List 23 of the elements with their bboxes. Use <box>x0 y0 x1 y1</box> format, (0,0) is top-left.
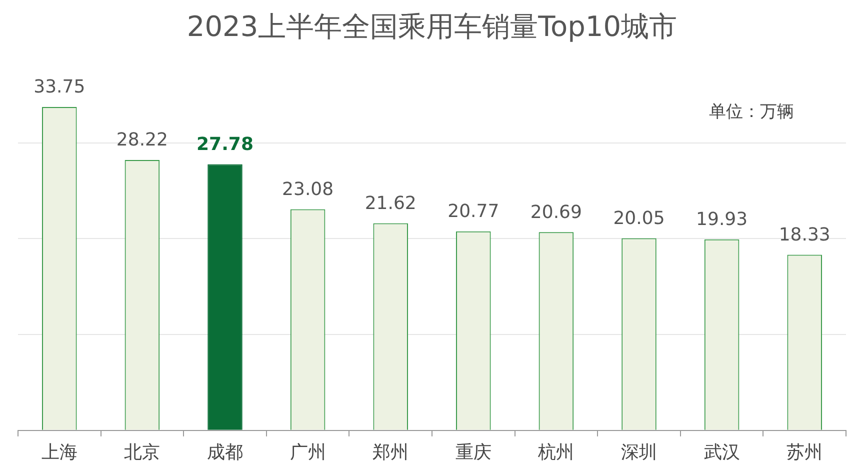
x-tick-label: 深圳 <box>621 442 657 463</box>
x-tick-label: 武汉 <box>704 442 740 463</box>
x-tick-label: 广州 <box>290 442 326 463</box>
x-tick-label: 上海 <box>41 442 78 463</box>
data-label: 27.78 <box>196 134 254 155</box>
data-label: 33.75 <box>34 76 86 98</box>
data-label: 20.77 <box>448 201 500 222</box>
x-tick-label: 杭州 <box>537 442 574 463</box>
x-tick-label: 重庆 <box>455 442 492 463</box>
data-label: 28.22 <box>116 130 168 151</box>
bar <box>208 164 242 430</box>
x-tick-label: 北京 <box>124 442 160 463</box>
x-tick-label: 郑州 <box>372 442 409 463</box>
data-label: 20.05 <box>613 208 665 229</box>
x-tick-label: 苏州 <box>786 442 823 463</box>
annotation: 单位：万辆 <box>709 101 794 123</box>
data-label: 21.62 <box>364 192 416 214</box>
data-label: 19.93 <box>696 209 748 230</box>
data-label: 18.33 <box>778 224 830 246</box>
chart-title: 2023上半年全国乘用车销量Top10城市 <box>186 9 678 45</box>
x-tick-label: 成都 <box>207 442 243 463</box>
data-label: 20.69 <box>530 202 582 223</box>
data-label: 23.08 <box>282 178 334 200</box>
